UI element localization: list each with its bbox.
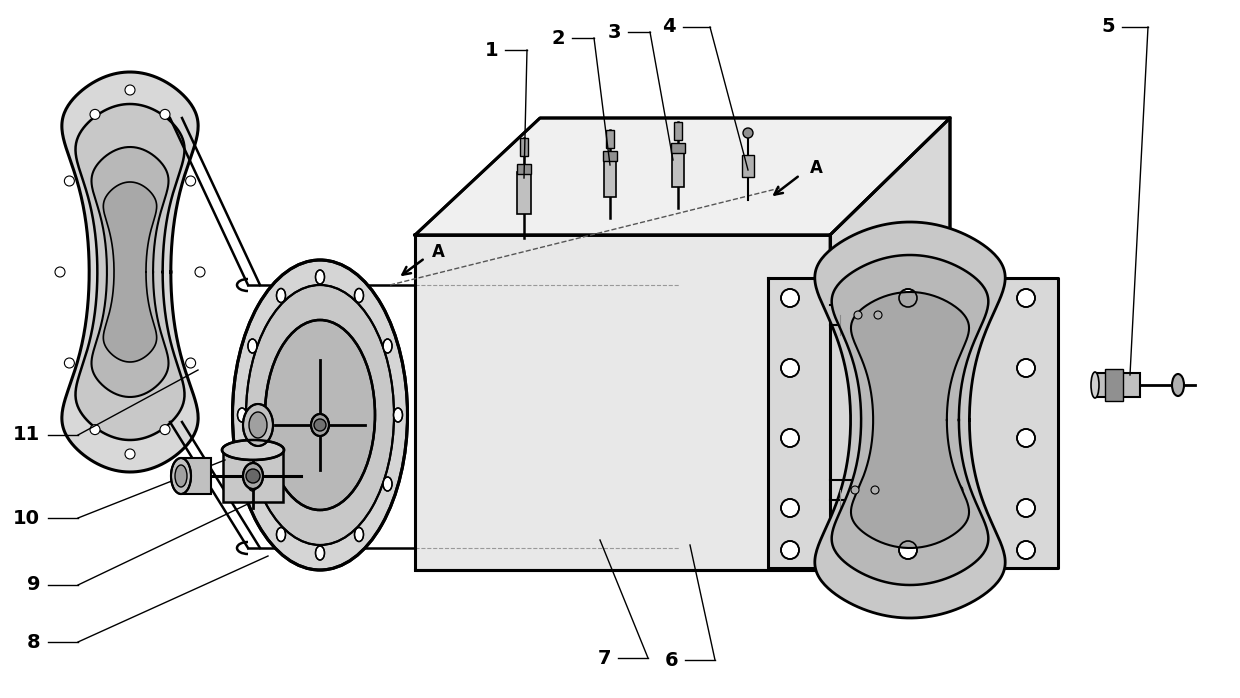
Ellipse shape	[233, 260, 408, 570]
Circle shape	[851, 486, 859, 494]
Polygon shape	[92, 147, 169, 397]
Circle shape	[64, 358, 74, 368]
Circle shape	[314, 419, 326, 431]
Circle shape	[91, 110, 100, 119]
Circle shape	[1017, 429, 1035, 447]
Circle shape	[1017, 359, 1035, 377]
Polygon shape	[851, 292, 968, 548]
Circle shape	[125, 449, 135, 459]
Circle shape	[899, 541, 918, 559]
Text: 10: 10	[12, 509, 40, 528]
Bar	[517, 172, 531, 214]
Bar	[603, 151, 618, 161]
Text: A: A	[810, 159, 823, 177]
Circle shape	[246, 469, 260, 483]
Text: 5: 5	[1101, 17, 1115, 36]
Polygon shape	[768, 278, 1058, 568]
Text: 7: 7	[598, 648, 611, 667]
Circle shape	[125, 85, 135, 95]
Text: 1: 1	[485, 40, 498, 59]
Circle shape	[160, 110, 170, 119]
Circle shape	[899, 289, 918, 307]
Circle shape	[781, 499, 799, 517]
Ellipse shape	[265, 320, 374, 510]
Circle shape	[781, 289, 799, 307]
Bar	[675, 122, 682, 140]
Circle shape	[1017, 541, 1035, 559]
Text: 2: 2	[552, 29, 565, 47]
Bar	[604, 159, 616, 198]
Polygon shape	[415, 235, 830, 570]
Bar	[181, 458, 211, 494]
Circle shape	[1017, 289, 1035, 307]
Text: 8: 8	[26, 632, 40, 651]
Circle shape	[186, 358, 196, 368]
Polygon shape	[76, 104, 185, 440]
Circle shape	[781, 359, 799, 377]
Ellipse shape	[277, 288, 285, 302]
Ellipse shape	[246, 285, 394, 545]
Ellipse shape	[243, 463, 263, 489]
Polygon shape	[62, 72, 198, 472]
Text: 6: 6	[665, 651, 678, 669]
Bar	[517, 164, 531, 174]
Circle shape	[186, 176, 196, 186]
Circle shape	[743, 128, 753, 138]
Bar	[520, 138, 528, 156]
Ellipse shape	[355, 288, 363, 302]
Ellipse shape	[383, 339, 392, 353]
Ellipse shape	[249, 412, 267, 438]
Polygon shape	[815, 222, 1006, 618]
Bar	[223, 450, 283, 502]
Circle shape	[64, 176, 74, 186]
Text: 4: 4	[662, 17, 676, 36]
Bar	[1105, 369, 1123, 401]
Circle shape	[781, 429, 799, 447]
Ellipse shape	[315, 546, 325, 560]
Bar	[671, 143, 684, 154]
Ellipse shape	[383, 477, 392, 491]
Ellipse shape	[355, 528, 363, 542]
Text: 11: 11	[12, 426, 40, 445]
Bar	[742, 155, 754, 177]
Polygon shape	[103, 182, 156, 362]
Circle shape	[91, 424, 100, 435]
Ellipse shape	[311, 414, 329, 436]
Circle shape	[1017, 499, 1035, 517]
Ellipse shape	[175, 465, 187, 487]
Text: A: A	[432, 243, 445, 261]
Polygon shape	[832, 255, 988, 585]
Circle shape	[160, 424, 170, 435]
Circle shape	[781, 541, 799, 559]
Circle shape	[874, 311, 882, 319]
Ellipse shape	[248, 477, 257, 491]
Bar	[672, 151, 684, 187]
Polygon shape	[415, 118, 950, 235]
Bar	[606, 130, 614, 148]
Ellipse shape	[1172, 374, 1184, 396]
Ellipse shape	[238, 408, 247, 422]
Ellipse shape	[277, 528, 285, 542]
Bar	[1095, 373, 1140, 397]
Circle shape	[55, 267, 64, 277]
Text: 9: 9	[26, 575, 40, 595]
Circle shape	[195, 267, 205, 277]
Ellipse shape	[248, 339, 257, 353]
Circle shape	[870, 486, 879, 494]
Ellipse shape	[1091, 372, 1099, 398]
Ellipse shape	[315, 270, 325, 284]
Ellipse shape	[243, 404, 273, 446]
Ellipse shape	[222, 440, 284, 460]
Ellipse shape	[171, 458, 191, 494]
Circle shape	[854, 311, 862, 319]
Ellipse shape	[393, 408, 403, 422]
Polygon shape	[830, 118, 950, 570]
Text: 3: 3	[608, 22, 621, 41]
